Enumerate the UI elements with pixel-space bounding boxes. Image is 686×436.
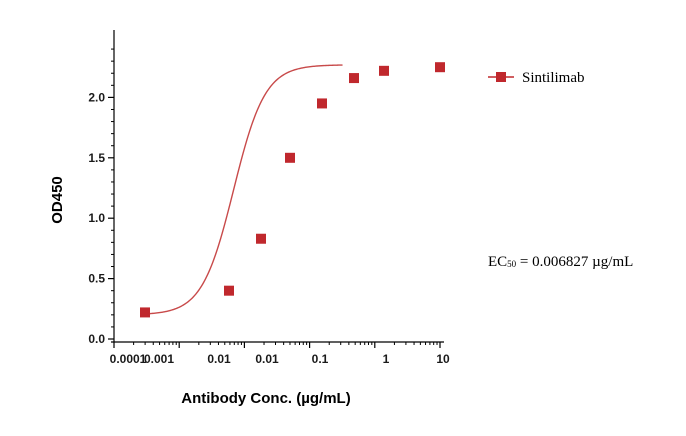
y-tick-label: 0.0 xyxy=(88,332,105,346)
data-point xyxy=(140,307,150,318)
y-tick-label: 0.5 xyxy=(88,272,105,286)
ec50-subscript: 50 xyxy=(507,259,517,269)
legend-label: Sintilimab xyxy=(522,70,585,86)
x-tick-label: 1 xyxy=(383,352,390,366)
y-tick-label: 1.5 xyxy=(88,151,105,165)
data-point xyxy=(317,98,327,109)
data-point xyxy=(435,62,445,73)
y-tick-label: 1.0 xyxy=(88,211,105,225)
y-tick-label: 2.0 xyxy=(88,90,105,104)
ec50-value: = 0.006827 µg/mL xyxy=(516,254,633,270)
ec50-annotation: EC50 = 0.006827 µg/mL xyxy=(488,254,633,270)
x-tick-label: 0.001 xyxy=(144,352,174,366)
x-tick-label: 0.0001 xyxy=(110,352,147,366)
legend-marker xyxy=(496,72,506,82)
data-point xyxy=(224,285,234,296)
fit-curve xyxy=(146,64,343,315)
ec50-prefix: EC xyxy=(488,254,507,270)
axes xyxy=(111,30,444,343)
y-axis-title: OD450 xyxy=(49,176,66,224)
fit-curve-group xyxy=(146,64,343,315)
legend: Sintilimab xyxy=(488,70,585,86)
data-point xyxy=(256,233,266,244)
x-tick-label: 10 xyxy=(436,352,450,366)
x-tick-label: 0.01 xyxy=(207,352,231,366)
data-point xyxy=(349,73,359,84)
x-tick-label: 0.01 xyxy=(255,352,279,366)
data-point xyxy=(379,65,389,76)
data-point xyxy=(285,152,295,163)
data-points xyxy=(140,62,445,318)
x-tick-label: 0.1 xyxy=(312,352,329,366)
x-axis-title: Antibody Conc. (µg/mL) xyxy=(181,390,350,407)
